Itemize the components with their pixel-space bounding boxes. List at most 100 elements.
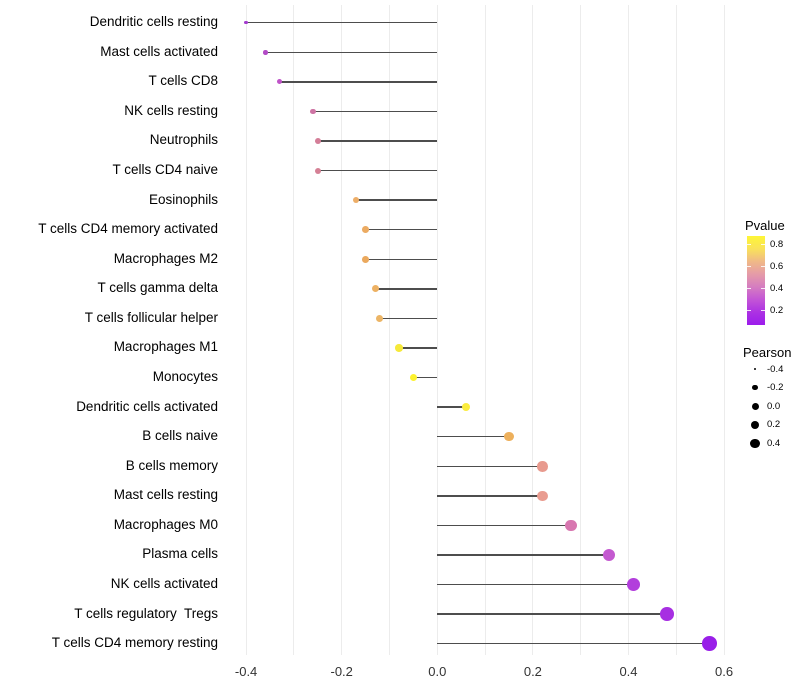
gridline	[484, 5, 486, 655]
lollipop-stem	[317, 140, 438, 142]
category-label: T cells regulatory Tregs	[74, 605, 218, 621]
pearson-size-label: -0.4	[767, 363, 784, 375]
lollipop-stem	[437, 583, 634, 586]
pearson-legend-title: Pearson	[743, 345, 792, 360]
gridline	[580, 5, 582, 655]
lollipop-point	[537, 460, 548, 472]
category-label: T cells gamma delta	[97, 280, 218, 296]
lollipop-point	[262, 49, 268, 55]
lollipop-stem	[365, 228, 438, 231]
lollipop-point	[371, 285, 379, 293]
lollipop-point	[702, 636, 718, 652]
lollipop-point	[362, 255, 369, 263]
pvalue-legend-title: Pvalue	[745, 218, 785, 233]
lollipop-point	[277, 79, 283, 85]
lollipop-point	[244, 20, 248, 25]
gridline	[628, 5, 629, 655]
category-label: T cells CD4 memory activated	[38, 221, 218, 237]
gridline	[341, 5, 343, 655]
lollipop-stem	[437, 406, 466, 408]
lollipop-stem	[399, 347, 438, 349]
lollipop-point	[603, 548, 616, 562]
category-label: Macrophages M1	[113, 339, 218, 355]
lollipop-stem	[313, 110, 438, 113]
pearson-size-dot	[753, 367, 757, 371]
pearson-size-label: 0.2	[767, 419, 781, 431]
pvalue-colorbar-tick	[747, 266, 751, 267]
pvalue-tick-label: 0.6	[770, 261, 784, 272]
x-axis-tick-label: 0.6	[715, 664, 734, 679]
lollipop-point	[376, 314, 384, 322]
lollipop-point	[461, 403, 471, 412]
lollipop-point	[314, 167, 321, 174]
category-label: Macrophages M0	[113, 516, 218, 532]
lollipop-stem	[317, 169, 438, 172]
category-label: NK cells activated	[110, 576, 218, 592]
pvalue-colorbar-tick	[761, 310, 765, 311]
lollipop-stem	[437, 524, 572, 527]
category-label: T cells CD4 memory resting	[51, 635, 218, 651]
lollipop-stem	[379, 317, 438, 320]
gridline	[675, 5, 677, 655]
pearson-size-label: -0.2	[767, 382, 784, 394]
lollipop-stem	[375, 288, 438, 290]
gridline	[436, 5, 438, 655]
x-axis-tick-label: 0.0	[428, 664, 447, 679]
lollipop-point	[314, 138, 321, 144]
pearson-size-dot	[750, 420, 760, 429]
gridline	[723, 5, 725, 655]
pvalue-colorbar-tick	[747, 244, 751, 245]
category-label: Dendritic cells resting	[89, 14, 218, 30]
category-label: Monocytes	[152, 369, 218, 385]
lollipop-point	[362, 226, 369, 234]
pearson-size-dot	[750, 438, 760, 449]
pearson-size-label: 0.0	[767, 400, 781, 412]
category-label: Neutrophils	[149, 132, 218, 148]
lollipop-stem	[279, 81, 438, 83]
lollipop-point	[310, 108, 316, 115]
x-axis-tick-label: -0.2	[330, 664, 353, 679]
lollipop-stem	[265, 51, 438, 53]
category-label: NK cells resting	[124, 102, 218, 118]
category-label: Macrophages M2	[113, 250, 218, 266]
lollipop-point	[409, 373, 418, 382]
lollipop-stem	[413, 376, 438, 379]
pearson-size-dot	[752, 384, 758, 391]
category-label: Mast cells activated	[100, 43, 218, 59]
lollipop-stem	[365, 258, 438, 260]
pvalue-colorbar-tick	[761, 266, 765, 267]
lollipop-stem	[437, 495, 543, 497]
lollipop-stem	[356, 199, 438, 201]
category-label: B cells naive	[142, 428, 218, 444]
pearson-size-label: 0.4	[767, 437, 781, 449]
pearson-size-dot	[751, 402, 759, 410]
lollipop-point	[565, 519, 577, 532]
lollipop-point	[504, 432, 514, 442]
pvalue-colorbar-tick	[747, 310, 751, 311]
pvalue-colorbar-tick	[747, 288, 751, 289]
category-label: B cells memory	[125, 457, 218, 473]
lollipop-point	[626, 578, 640, 591]
pvalue-colorbar-tick	[761, 244, 765, 245]
lollipop-stem	[437, 642, 710, 645]
lollipop-stem	[437, 613, 667, 615]
category-label: Mast cells resting	[113, 487, 218, 503]
lollipop-stem	[246, 22, 438, 24]
category-label: Eosinophils	[148, 191, 218, 207]
x-axis-tick-label: 0.2	[523, 664, 542, 679]
pvalue-tick-label: 0.2	[770, 305, 784, 316]
pvalue-tick-label: 0.8	[770, 239, 784, 250]
gridline	[293, 5, 295, 655]
pvalue-tick-label: 0.4	[770, 283, 784, 294]
category-label: T cells CD8	[148, 73, 218, 89]
lollipop-point	[537, 490, 548, 502]
gridline	[389, 5, 390, 655]
lollipop-point	[659, 607, 674, 621]
lollipop-stem	[437, 435, 509, 438]
lollipop-stem	[437, 465, 543, 467]
x-axis-tick-label: 0.4	[619, 664, 638, 679]
gridline	[245, 5, 247, 655]
category-label: Plasma cells	[142, 546, 218, 562]
pvalue-colorbar-tick	[761, 288, 765, 289]
